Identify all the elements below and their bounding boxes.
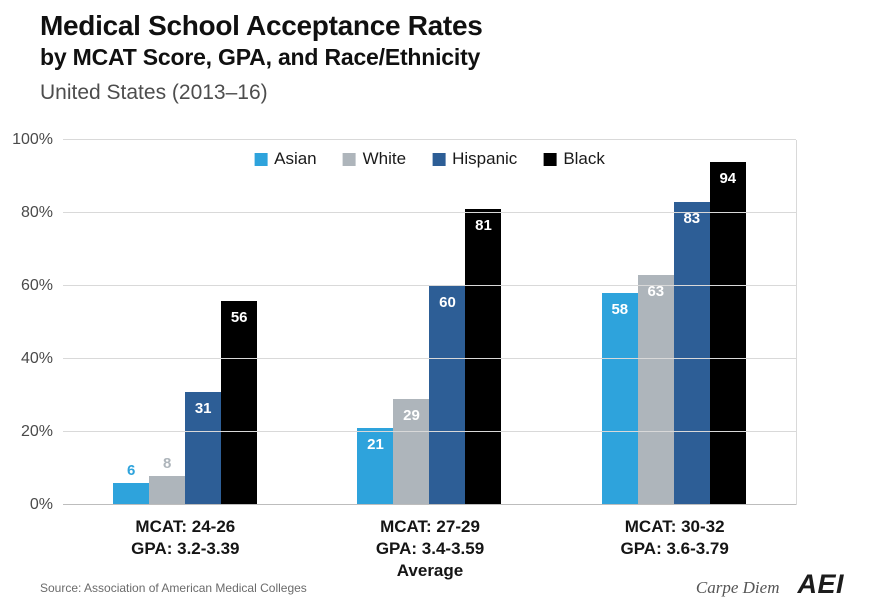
y-tick-label: 0% [29, 496, 53, 513]
y-tick-label: 20% [20, 423, 53, 440]
legend-label: Black [563, 149, 605, 168]
bar-value-label: 81 [475, 217, 492, 235]
gridline [63, 139, 796, 140]
gridline [63, 212, 796, 213]
branding: Carpe Diem AEI [696, 569, 844, 600]
x-axis-baseline [63, 504, 796, 505]
y-tick-label: 100% [12, 131, 53, 148]
legend-label: Hispanic [452, 149, 518, 168]
bar-value-label: 29 [403, 407, 420, 425]
legend-item-black: Black [543, 149, 605, 169]
bar-value-label: 21 [367, 436, 384, 454]
gridline [63, 431, 796, 432]
source-note: Source: Association of American Medical … [40, 581, 307, 595]
legend: Asian White Hispanic Black [254, 149, 605, 169]
aei-logo: AEI [797, 569, 844, 599]
y-tick-label: 60% [20, 277, 53, 294]
bar-group-2: 21 29 60 81 [307, 140, 551, 505]
legend-swatch-icon [254, 152, 268, 166]
bar-value-label: 56 [230, 308, 248, 326]
x-axis-labels: MCAT: 24-26 GPA: 3.2-3.39 MCAT: 27-29 GPA: … [63, 516, 797, 582]
legend-item-white: White [342, 149, 407, 169]
bar-value-label: 83 [683, 210, 701, 228]
y-tick-label: 40% [20, 350, 53, 367]
x-category-label-3: MCAT: 30-32 GPA: 3.6-3.79 [620, 517, 729, 559]
bar-value-label: 31 [194, 399, 212, 417]
plot-area: Asian White Hispanic Black 6 8 31 56 21 29 60 81 58… [63, 139, 797, 505]
bar-black-group3: 94 [709, 161, 746, 505]
chart-caption: United States (2013–16) [40, 80, 268, 104]
bar-asian-group3: 58 [601, 293, 638, 505]
bar-white-group2: 29 [393, 399, 430, 505]
bar-hispanic-group2: 60 [429, 286, 466, 505]
bar-hispanic-group1: 31 [185, 391, 222, 505]
legend-item-hispanic: Hispanic [432, 149, 517, 169]
bar-value-label: 63 [647, 283, 665, 301]
bar-value-label: 60 [439, 294, 456, 311]
x-category-label-2: MCAT: 27-29 GPA: 3.4-3.59 Average [375, 517, 485, 581]
legend-item-asian: Asian [254, 149, 317, 169]
gridline [63, 358, 796, 359]
legend-swatch-icon [432, 152, 446, 166]
bar-hispanic-group3: 83 [673, 202, 710, 505]
bar-white-group3: 63 [637, 275, 674, 505]
y-axis: 0% 20% 40% 60% 80% 100% [0, 131, 57, 513]
y-tick-label: 80% [20, 204, 53, 221]
bar-value-label: 6 [126, 462, 136, 480]
legend-swatch-icon [342, 152, 356, 166]
bar-asian-group2: 21 [357, 428, 394, 505]
legend-swatch-icon [543, 152, 557, 166]
chart-title-line2: by MCAT Score, GPA, and Race/Ethnicity [40, 44, 481, 71]
carpe-diem-credit: Carpe Diem [695, 578, 780, 597]
bar-black-group2: 81 [465, 209, 502, 505]
bar-value-label: 94 [719, 169, 737, 187]
bar-value-label: 58 [611, 301, 629, 319]
bar-group-1: 6 8 31 56 [63, 140, 307, 505]
bar-value-label: 8 [162, 454, 172, 472]
legend-label: Asian [274, 149, 317, 168]
x-category-label-1: MCAT: 24-26 GPA: 3.2-3.39 [131, 517, 240, 559]
chart-header: Medical School Acceptance Rates by MCAT … [40, 10, 483, 105]
chart-title-line1: Medical School Acceptance Rates [40, 10, 483, 41]
bar-group-3: 58 63 83 94 [552, 140, 796, 505]
legend-label: White [362, 149, 407, 168]
bar-white-group1: 8 [149, 455, 186, 505]
bar-groups: 6 8 31 56 21 29 60 81 58 63 83 94 [63, 140, 796, 505]
gridline [63, 285, 796, 286]
bar-black-group1: 56 [221, 300, 258, 505]
bar-asian-group1: 6 [113, 462, 150, 505]
